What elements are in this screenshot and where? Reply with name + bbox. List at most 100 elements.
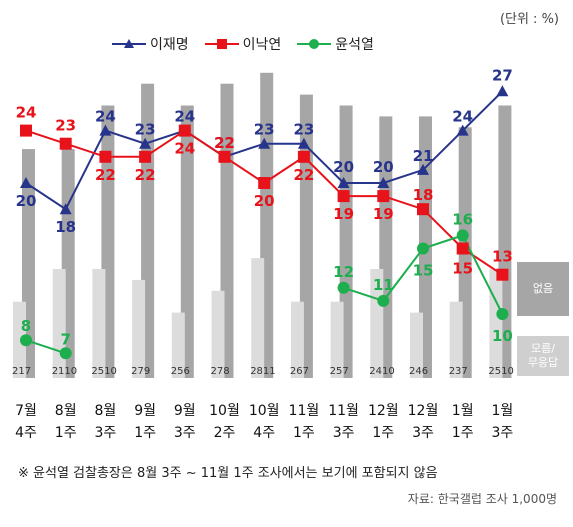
point-lee-jm bbox=[377, 177, 390, 188]
category-label: 8월 bbox=[95, 403, 117, 419]
data-label-lee-jm: 23 bbox=[135, 121, 156, 139]
category-label: 12월 bbox=[408, 403, 439, 419]
bar-value-label: 2110 bbox=[52, 366, 77, 377]
category-label: 1주 bbox=[372, 425, 394, 441]
bar-unknown bbox=[410, 312, 423, 378]
category-label: 3주 bbox=[412, 425, 434, 441]
category-label: 1월 bbox=[492, 403, 514, 419]
data-label-lee-jm: 20 bbox=[16, 192, 37, 210]
category-label: 3주 bbox=[95, 425, 117, 441]
data-label-lee-jm: 24 bbox=[95, 108, 116, 126]
point-lee-jm bbox=[20, 177, 32, 188]
point-lee-jm bbox=[59, 203, 72, 215]
point-lee-jm bbox=[456, 124, 469, 136]
data-label-lee-ny: 22 bbox=[293, 166, 314, 184]
data-label-yoon: 16 bbox=[452, 210, 473, 228]
legend-label-lee-jm: 이재명 bbox=[150, 37, 189, 53]
category-label: 4주 bbox=[15, 425, 37, 441]
point-yoon bbox=[59, 347, 72, 360]
data-label-lee-ny: 23 bbox=[55, 117, 76, 135]
data-label-lee-ny: 18 bbox=[413, 186, 434, 204]
line-yoon bbox=[25, 339, 67, 355]
data-label-lee-jm: 24 bbox=[174, 108, 195, 126]
category-label: 9월 bbox=[134, 403, 156, 419]
category-label: 11월 bbox=[289, 403, 320, 419]
category-label: 1주 bbox=[134, 425, 156, 441]
legend-label-yoon: 윤석열 bbox=[335, 37, 374, 53]
point-yoon bbox=[496, 308, 509, 320]
data-label-lee-ny: 22 bbox=[135, 166, 156, 184]
bar-unknown bbox=[330, 301, 344, 378]
bar-unknown bbox=[290, 301, 304, 378]
data-label-lee-ny: 22 bbox=[214, 134, 235, 152]
point-lee-ny bbox=[337, 190, 350, 203]
bar-unknown bbox=[132, 279, 146, 378]
bar-unknown bbox=[171, 312, 185, 378]
legend-marker-lee-ny bbox=[204, 39, 239, 49]
data-label-yoon: 8 bbox=[21, 317, 31, 335]
bar-unknown bbox=[92, 269, 106, 378]
source-label: 자료: 한국갤럽 조사 1,000명 bbox=[407, 492, 557, 506]
bar-value-label: 217 bbox=[12, 366, 31, 377]
data-label-yoon: 12 bbox=[333, 263, 354, 281]
legend: 이재명 이낙연 윤석열 bbox=[112, 34, 374, 54]
data-label-lee-ny: 24 bbox=[16, 104, 37, 122]
category-label: 11월 bbox=[328, 403, 359, 419]
data-label-lee-jm: 23 bbox=[254, 121, 275, 139]
bar-value-label: 279 bbox=[131, 366, 150, 377]
data-label-yoon: 7 bbox=[60, 330, 70, 348]
category-label: 12월 bbox=[368, 403, 399, 419]
bar-value-label: 246 bbox=[409, 366, 428, 377]
data-label-yoon: 11 bbox=[373, 276, 394, 294]
category-label: 2주 bbox=[214, 425, 236, 441]
data-label-lee-jm: 18 bbox=[55, 218, 76, 236]
bar-unknown bbox=[449, 301, 463, 378]
bar-value-label: 237 bbox=[449, 366, 468, 377]
point-lee-ny bbox=[297, 150, 310, 163]
bar-unknown bbox=[211, 290, 225, 378]
bar-value-label: 2510 bbox=[91, 366, 116, 377]
data-label-lee-jm: 27 bbox=[492, 66, 513, 84]
data-label-lee-ny: 22 bbox=[95, 166, 116, 184]
point-lee-jm bbox=[139, 137, 152, 149]
bar-unknown bbox=[489, 269, 503, 378]
bar-value-label: 278 bbox=[211, 366, 230, 377]
category-label: 1주 bbox=[293, 425, 315, 441]
point-lee-ny bbox=[456, 242, 469, 255]
data-label-lee-ny: 19 bbox=[333, 205, 354, 223]
legend-item-yoon: 윤석열 bbox=[297, 34, 374, 54]
legend-item-lee-jm: 이재명 bbox=[112, 34, 189, 54]
point-lee-ny bbox=[139, 150, 152, 163]
data-label-yoon: 15 bbox=[413, 262, 434, 280]
category-label: 8월 bbox=[55, 403, 77, 419]
data-label-yoon: 10 bbox=[492, 327, 513, 345]
data-label-lee-ny: 15 bbox=[452, 260, 473, 278]
data-label-lee-jm: 24 bbox=[452, 108, 473, 126]
category-label: 1주 bbox=[55, 425, 77, 441]
category-label: 10월 bbox=[209, 403, 240, 419]
bar-value-label: 2510 bbox=[488, 366, 513, 377]
data-label-lee-ny: 20 bbox=[254, 192, 275, 210]
point-yoon bbox=[456, 229, 469, 242]
legend-label-lee-ny: 이낙연 bbox=[242, 37, 282, 53]
data-label-lee-jm: 23 bbox=[293, 121, 314, 139]
category-label: 1주 bbox=[452, 425, 474, 441]
data-label-lee-jm: 22 bbox=[214, 134, 235, 152]
category-label: 9월 bbox=[174, 403, 196, 419]
data-label-lee-jm: 20 bbox=[333, 158, 354, 176]
category-label: 3주 bbox=[174, 425, 196, 441]
data-label-lee-ny: 19 bbox=[373, 205, 394, 223]
point-lee-ny bbox=[99, 150, 112, 163]
category-label: 3주 bbox=[333, 425, 355, 441]
footnote: ※ 윤석열 검찰총장은 8월 3주 ~ 11월 1주 조사에서는 보기에 포함되… bbox=[18, 466, 438, 481]
data-label-lee-ny: 24 bbox=[174, 140, 195, 158]
point-lee-jm bbox=[337, 177, 350, 188]
point-lee-ny bbox=[178, 124, 191, 137]
category-label: 3주 bbox=[492, 425, 514, 441]
point-lee-ny bbox=[218, 150, 231, 163]
point-lee-jm bbox=[496, 85, 509, 97]
bar-unknown bbox=[52, 269, 66, 378]
category-label: 7월 bbox=[15, 403, 37, 419]
point-yoon bbox=[337, 281, 350, 294]
